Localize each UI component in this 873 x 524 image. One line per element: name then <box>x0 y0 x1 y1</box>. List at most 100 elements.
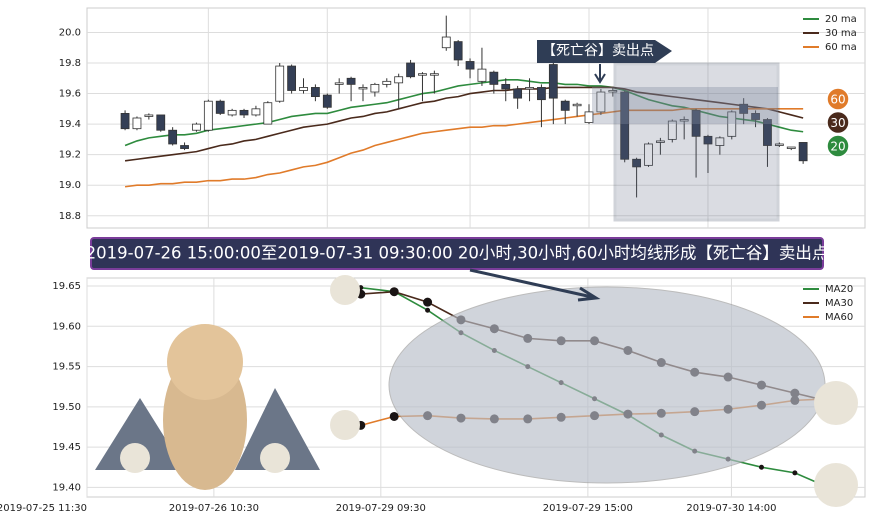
skull <box>120 443 150 473</box>
candle-body <box>120 113 130 130</box>
x-tick-label: 2019-07-25 11:30 <box>0 503 87 514</box>
end-labels: 60 30 20 <box>826 87 850 158</box>
y-tick-label: 18.8 <box>59 211 81 222</box>
candle-body <box>358 87 368 90</box>
candle-body <box>275 65 285 102</box>
candle-body <box>144 114 154 117</box>
candle-body <box>334 82 344 85</box>
legend-label: 60 ma <box>825 42 857 53</box>
skull <box>260 443 290 473</box>
y-tick-label: 19.0 <box>59 180 81 191</box>
candle-body <box>263 102 273 125</box>
candle-body <box>192 123 201 131</box>
candle-body <box>394 76 404 84</box>
banner-box <box>90 237 824 270</box>
banner-arrow <box>469 268 601 302</box>
candle-body <box>453 41 463 61</box>
highlight-band <box>592 87 778 124</box>
y-tick-label: 19.60 <box>52 321 81 332</box>
y-tick-label: 19.40 <box>52 482 81 493</box>
highlight-ellipse <box>388 286 826 484</box>
y-tick-label: 19.45 <box>52 442 81 453</box>
y-tick-label: 19.8 <box>59 58 81 69</box>
candle-body <box>513 88 523 99</box>
candle-body <box>560 100 570 111</box>
point <box>423 297 433 307</box>
y-tick-label: 20.0 <box>59 27 81 38</box>
candle-body <box>739 103 749 114</box>
candle-body <box>691 109 701 137</box>
candle-body <box>715 137 725 146</box>
candle-body <box>501 83 511 90</box>
candle-body <box>346 77 356 85</box>
skull <box>330 275 360 305</box>
candle-body <box>751 113 760 120</box>
legend-label: MA60 <box>825 312 853 323</box>
skull <box>330 410 360 440</box>
candle-body <box>180 145 189 149</box>
candle-body <box>584 111 594 123</box>
legend-label: 30 ma <box>825 28 857 39</box>
end-label: 30 <box>830 116 845 130</box>
candle-body <box>215 100 225 114</box>
banner: 2019-07-26 15:00:00至2019-07-31 09:30:00 … <box>86 244 829 263</box>
decoration <box>95 275 858 507</box>
candle-body <box>608 90 618 93</box>
candle-body <box>763 119 772 146</box>
y-tick-label: 19.2 <box>59 150 81 161</box>
end-label-badge <box>826 87 850 111</box>
x-tick-label: 2019-07-29 09:30 <box>336 503 426 514</box>
candle-body <box>596 91 606 113</box>
candle-body <box>429 73 439 76</box>
candle-body <box>667 120 677 140</box>
highlight-box <box>613 62 780 222</box>
annotation-box <box>537 40 672 63</box>
candle-body <box>156 114 166 131</box>
candle-body <box>679 119 689 122</box>
candle-body <box>548 64 558 99</box>
candle-body <box>370 83 380 93</box>
x-tick-label: 2019-07-26 10:30 <box>169 503 259 514</box>
candle-body <box>311 87 320 98</box>
point <box>425 307 431 313</box>
skull <box>814 463 858 507</box>
ma-line <box>124 86 804 162</box>
end-label-badge <box>826 110 850 135</box>
annotation-arrow <box>594 64 606 84</box>
ma-line <box>124 108 804 188</box>
point <box>389 411 399 421</box>
point <box>389 287 399 297</box>
legend-label: MA20 <box>825 284 853 295</box>
point <box>792 470 798 476</box>
candle-body <box>465 61 475 70</box>
candle-body <box>239 109 249 116</box>
candle-body <box>441 36 451 49</box>
annotation: 【死亡谷】卖出点 <box>542 43 654 59</box>
candle-body <box>620 91 630 160</box>
candle-body <box>251 108 261 116</box>
y-tick-label: 19.50 <box>52 402 81 413</box>
end-label: 20 <box>830 140 845 154</box>
candle-body <box>632 158 641 168</box>
candle-body <box>727 111 737 137</box>
candle-body <box>489 71 499 85</box>
point <box>758 464 764 470</box>
y-tick-label: 19.55 <box>52 362 81 373</box>
x-tick-label: 2019-07-30 14:00 <box>686 503 776 514</box>
candle-body <box>798 142 808 162</box>
y-tick-label: 19.6 <box>59 89 81 100</box>
candle-body <box>418 73 427 76</box>
dog-head <box>167 324 243 400</box>
x-tick-label: 2019-07-29 15:00 <box>543 503 633 514</box>
candle-body <box>774 143 784 146</box>
legend-label: MA30 <box>825 298 853 309</box>
candle-body <box>299 87 308 91</box>
end-label-badge <box>826 134 850 158</box>
candle-body <box>786 146 796 149</box>
candle-body <box>572 103 582 107</box>
y-tick-label: 19.4 <box>59 119 81 130</box>
candle-body <box>168 129 178 145</box>
legend-label: 20 ma <box>825 14 857 25</box>
candle-body <box>287 65 297 91</box>
